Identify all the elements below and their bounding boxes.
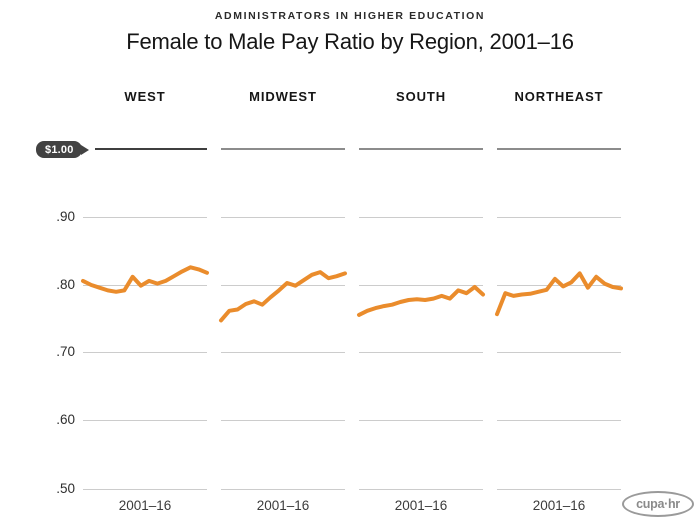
y-tick-label: .50 <box>56 481 75 496</box>
panel-title-west: WEST <box>124 89 166 104</box>
y-tick-label: .90 <box>56 209 75 224</box>
y-tick-label: .80 <box>56 277 75 292</box>
dollar-axis-badge: $1.00 <box>36 141 88 158</box>
series-line-south <box>357 285 485 317</box>
panel-title-south: SOUTH <box>396 89 446 104</box>
figure-title: Female to Male Pay Ratio by Region, 2001… <box>126 29 574 54</box>
x-axis-label: 2001–16 <box>394 498 448 513</box>
figure-kicker: ADMINISTRATORS IN HIGHER EDUCATION <box>214 10 486 22</box>
x-axis-label: 2001–16 <box>256 498 310 513</box>
panel-title-northeast: NORTHEAST <box>514 89 604 104</box>
dollar-axis-label: $1.00 <box>45 143 74 156</box>
y-tick-label: .60 <box>56 412 75 427</box>
x-axis-label: 2001–16 <box>532 498 586 513</box>
series-line-northeast <box>495 271 623 317</box>
y-tick-label: .70 <box>56 344 75 359</box>
series-line-west <box>81 265 209 294</box>
x-axis-label: 2001–16 <box>118 498 172 513</box>
panel-title-midwest: MIDWEST <box>249 89 317 104</box>
cupa-hr-logo: cupa·hr <box>622 491 694 517</box>
cupa-hr-logo-text: cupa·hr <box>636 497 680 511</box>
series-line-midwest <box>219 270 347 323</box>
